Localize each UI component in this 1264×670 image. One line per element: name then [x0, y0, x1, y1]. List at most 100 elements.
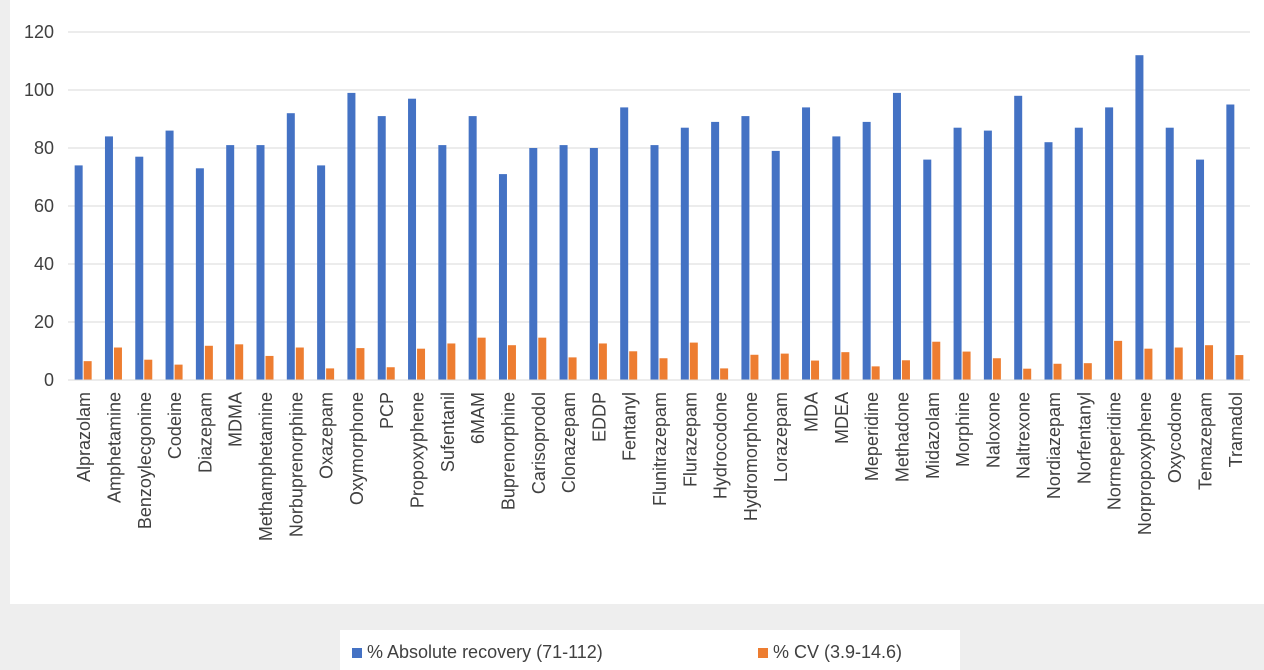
x-tick-label: Morphine: [953, 392, 973, 467]
bar-recovery: [347, 92, 356, 381]
bar-cv: [689, 342, 698, 380]
bar-recovery: [589, 148, 598, 380]
bar-cv: [356, 348, 365, 380]
bar-cv: [417, 348, 426, 380]
bar-recovery: [741, 116, 750, 380]
bar-recovery: [1135, 55, 1144, 380]
legend: % Absolute recovery (71-112) % CV (3.9-1…: [340, 630, 960, 670]
x-tick-label: MDA: [802, 392, 822, 432]
bar-cv: [1174, 347, 1183, 380]
bar-recovery: [165, 130, 174, 380]
x-tick-label: Fentanyl: [620, 392, 640, 461]
bar-recovery: [438, 145, 447, 380]
bar-recovery: [1044, 142, 1053, 380]
bar-cv: [780, 353, 789, 380]
bar-cv: [750, 354, 759, 380]
x-tick-label: Norpropoxyphene: [1135, 392, 1155, 535]
bar-cv: [295, 347, 304, 380]
bar-cv: [174, 364, 183, 380]
bar-recovery: [468, 116, 477, 380]
legend-label-cv: % CV (3.9-14.6): [773, 642, 903, 662]
y-tick-label: 60: [34, 196, 54, 216]
bar-cv: [568, 357, 577, 380]
x-tick-label: Carisoprodol: [529, 392, 549, 494]
x-tick-label: Benzoylecgonine: [135, 392, 155, 529]
x-tick-label: Naltrexone: [1014, 392, 1034, 479]
bar-recovery: [559, 145, 568, 380]
bar-recovery: [74, 165, 83, 380]
x-tick-label: EDDP: [589, 392, 609, 442]
x-tick-label: Methamphetamine: [256, 392, 276, 541]
bar-recovery: [226, 145, 235, 380]
bar-recovery: [1226, 104, 1235, 380]
bar-cv: [811, 360, 820, 380]
bar-cv: [871, 366, 880, 380]
bar-cv: [1053, 363, 1062, 380]
x-tick-label: Meperidine: [862, 392, 882, 481]
bar-recovery: [983, 130, 992, 380]
bar-recovery: [650, 145, 659, 380]
bar-recovery: [862, 121, 871, 381]
bar-recovery: [1014, 95, 1023, 381]
y-tick-label: 80: [34, 138, 54, 158]
bar-cv: [1023, 368, 1032, 380]
x-tick-label: Diazepam: [195, 392, 215, 473]
bar-cv: [932, 341, 941, 380]
y-tick-label: 40: [34, 254, 54, 274]
x-tick-label: Clonazepam: [559, 392, 579, 493]
bar-cv: [144, 359, 153, 380]
x-tick-label: MDEA: [832, 392, 852, 444]
x-tick-label: Naloxone: [983, 392, 1003, 468]
bar-recovery: [377, 116, 386, 380]
bar-cv: [386, 367, 395, 380]
y-tick-label: 100: [24, 80, 54, 100]
legend-item-cv: % CV (3.9-14.6): [758, 642, 902, 663]
x-tick-label: Amphetamine: [104, 392, 124, 503]
x-tick-label: Propoxyphene: [408, 392, 428, 508]
bar-cv: [1235, 355, 1244, 380]
bar-cv: [629, 351, 638, 380]
bar-recovery: [1165, 127, 1174, 380]
axes: 0 20 40 60 80 100 120 Alprazolam Amphetamine Benz…: [24, 22, 1250, 541]
bar-recovery: [711, 121, 720, 381]
bar-recovery: [892, 92, 901, 381]
bar-recovery: [317, 165, 326, 380]
legend-swatch-recovery: [352, 647, 362, 658]
bar-cv: [235, 344, 244, 380]
legend-label-recovery: % Absolute recovery (71-112): [367, 642, 603, 662]
bar-recovery: [529, 148, 538, 380]
bar-recovery: [680, 127, 689, 380]
x-tick-label: Tramadol: [1226, 392, 1246, 467]
bar-cv: [477, 337, 486, 380]
bar-cv: [659, 358, 668, 380]
bar-cv: [992, 358, 1001, 380]
bar-recovery: [195, 168, 204, 380]
bar-cv: [507, 345, 516, 380]
x-tick-label: Normeperidine: [1105, 392, 1125, 510]
bar-recovery: [498, 174, 507, 380]
bar-recovery: [1196, 159, 1205, 380]
bar-cv: [1083, 363, 1092, 380]
x-tick-label: Oxazepam: [317, 392, 337, 479]
x-tick-label: Buprenorphine: [498, 392, 518, 510]
y-tick-label: 0: [44, 370, 54, 390]
x-tick-label: Norbuprenorphine: [286, 392, 306, 537]
x-tick-label: MDMA: [226, 392, 246, 447]
bar-cv: [841, 352, 850, 380]
x-tick-label: Hydrocodone: [711, 392, 731, 499]
bar-recovery: [832, 136, 841, 380]
bar-cv: [962, 351, 971, 380]
legend-swatch-cv: [758, 647, 768, 658]
bar-cv: [901, 360, 910, 380]
bar-cv: [326, 368, 335, 380]
gridlines: [68, 31, 1250, 381]
bar-cv: [1114, 340, 1123, 380]
x-tick-label: Codeine: [165, 392, 185, 459]
bar-recovery: [802, 107, 811, 381]
bar-cv: [1205, 345, 1214, 380]
bar-cv: [1144, 348, 1153, 380]
bar-recovery: [135, 156, 144, 380]
x-tick-label: 6MAM: [468, 392, 488, 444]
bar-recovery: [620, 107, 629, 381]
x-tick-label: Hydromorphone: [741, 392, 761, 521]
